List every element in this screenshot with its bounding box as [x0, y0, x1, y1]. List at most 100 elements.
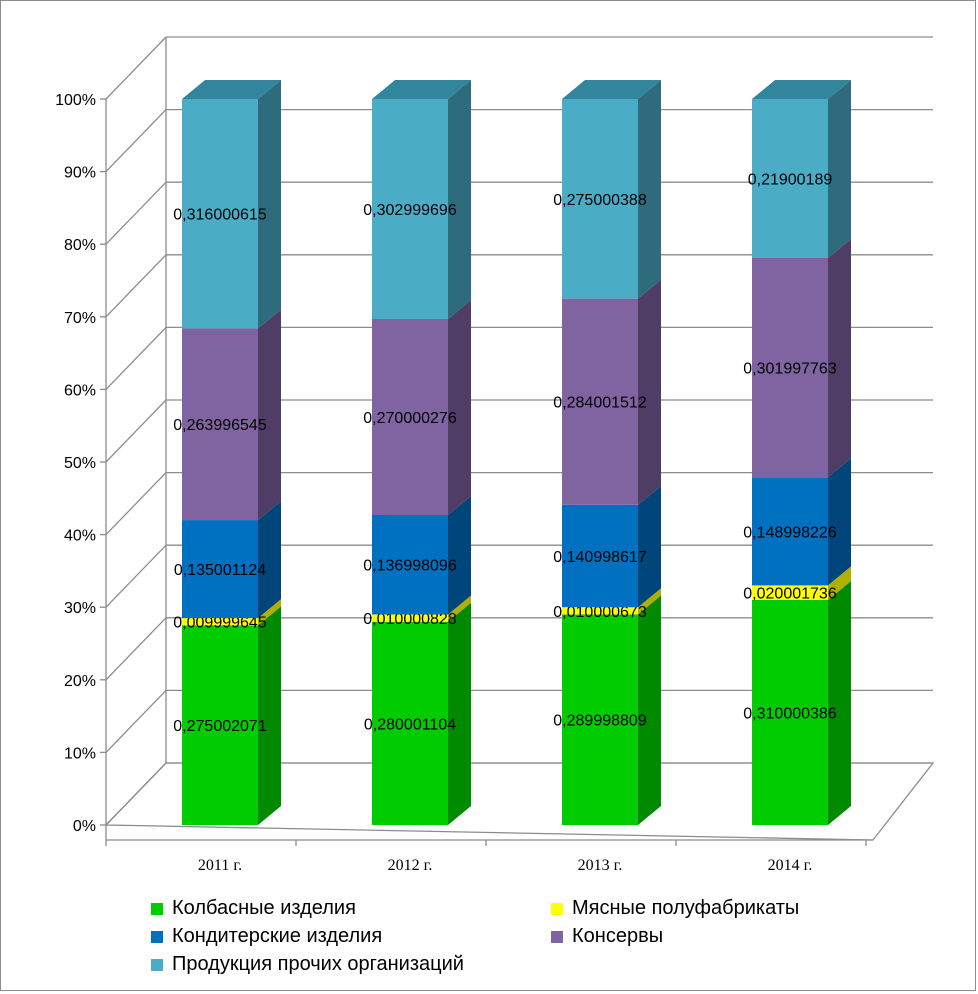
- bar-side: [828, 566, 851, 600]
- bar-side: [258, 501, 281, 619]
- x-category-label: 2011 г.: [198, 857, 242, 874]
- bar-side: [638, 595, 661, 825]
- bar-side: [448, 602, 471, 825]
- y-tick-label: 90%: [64, 165, 96, 182]
- bar-side: [828, 80, 851, 258]
- legend-item: Мясные полуфабрикаты: [551, 897, 799, 920]
- bar-side: [258, 80, 281, 329]
- data-label: 0,263996545: [173, 417, 267, 434]
- bar-segment: [182, 520, 258, 619]
- legend-label: Продукция прочих организаций: [172, 953, 464, 975]
- legend-swatch: [151, 930, 163, 943]
- bar-segment: [752, 599, 828, 825]
- bar-segment: [182, 328, 258, 521]
- bar-top: [562, 80, 661, 99]
- bar-segment: [372, 514, 448, 615]
- y-tick-label: 60%: [64, 382, 96, 399]
- data-label: 0,301997763: [743, 361, 837, 378]
- data-label: 0,009999645: [173, 615, 267, 632]
- gridline-side: [105, 181, 167, 245]
- bar-side: [258, 606, 281, 825]
- y-tick-label: 0%: [73, 818, 96, 835]
- bar-segment: [372, 614, 448, 622]
- x-category-label: 2012 г.: [388, 857, 433, 874]
- bar-side: [638, 485, 661, 608]
- legend-label: Мясные полуфабрикаты: [572, 897, 800, 919]
- gridline-side: [105, 326, 167, 390]
- bar-segment: [562, 99, 638, 299]
- y-tick-label: 100%: [55, 92, 96, 109]
- x-category-label: 2014 г.: [768, 857, 813, 874]
- y-tick-label: 70%: [64, 310, 96, 327]
- bar-side: [448, 495, 471, 615]
- legend-label: Колбасные изделия: [172, 897, 356, 919]
- gridline-side: [105, 254, 167, 318]
- bar-segment: [182, 99, 258, 329]
- data-label: 0,136998096: [363, 558, 457, 575]
- gridline-side: [105, 472, 167, 536]
- data-label: 0,275002071: [173, 718, 267, 735]
- bar-side: [258, 599, 281, 626]
- bar-segment: [752, 257, 828, 478]
- gridline-side: [105, 36, 167, 100]
- data-label: 0,21900189: [748, 171, 833, 188]
- gridline-side: [105, 689, 167, 753]
- gridline-side: [105, 399, 167, 463]
- data-label: 0,316000615: [173, 207, 267, 224]
- bar-segment: [562, 298, 638, 505]
- bar-top: [182, 80, 281, 99]
- x-category-label: 2013 г.: [578, 857, 623, 874]
- y-tick-label: 20%: [64, 673, 96, 690]
- bar-side: [448, 299, 471, 515]
- y-tick-label: 80%: [64, 237, 96, 254]
- legend-label: Кондитерские изделия: [172, 925, 383, 947]
- legend-item: Консервы: [551, 925, 663, 948]
- bar-side: [828, 238, 851, 478]
- gridline-side: [105, 544, 167, 608]
- bar-segment: [562, 504, 638, 608]
- legend: Колбасные изделия Мясные полуфабрикаты Кон…: [151, 897, 871, 987]
- data-label: 0,140998617: [553, 549, 647, 566]
- bar-side: [448, 595, 471, 622]
- gridline-side: [105, 109, 167, 173]
- bar-side: [638, 80, 661, 299]
- legend-swatch: [151, 958, 163, 971]
- bar-segment: [372, 621, 448, 825]
- data-label: 0,289998809: [553, 713, 647, 730]
- data-label: 0,010000673: [553, 604, 647, 621]
- y-tick-label: 40%: [64, 528, 96, 545]
- data-label: 0,275000388: [553, 192, 647, 209]
- data-label: 0,310000386: [743, 705, 837, 722]
- bar-side: [828, 580, 851, 825]
- legend-label: Консервы: [572, 925, 664, 947]
- bar-segment: [182, 625, 258, 825]
- legend-swatch: [151, 902, 163, 915]
- legend-swatch: [551, 902, 563, 915]
- data-label: 0,148998226: [743, 524, 837, 541]
- bar-segment: [752, 477, 828, 586]
- legend-item: Кондитерские изделия: [151, 925, 382, 948]
- y-tick-label: 30%: [64, 600, 96, 617]
- bar-side: [448, 80, 471, 319]
- gridline-side: [105, 617, 167, 681]
- data-label: 0,020001736: [743, 586, 837, 603]
- data-label: 0,284001512: [553, 395, 647, 412]
- data-label: 0,302999696: [363, 202, 457, 219]
- bar-segment: [182, 618, 258, 626]
- bar-side: [638, 588, 661, 615]
- data-label: 0,270000276: [363, 410, 457, 427]
- data-label: 0,135001124: [174, 562, 266, 579]
- legend-swatch: [551, 930, 563, 943]
- bar-segment: [372, 318, 448, 515]
- data-label: 0,280001104: [364, 716, 456, 733]
- bar-side: [258, 309, 281, 521]
- bar-side: [638, 279, 661, 505]
- bar-segment: [562, 607, 638, 615]
- bar-segment: [372, 99, 448, 319]
- bar-top: [372, 80, 471, 99]
- legend-item: Колбасные изделия: [151, 897, 356, 920]
- floor: [104, 762, 935, 841]
- data-label: 0,010000828: [363, 611, 457, 628]
- bar-segment: [752, 585, 828, 600]
